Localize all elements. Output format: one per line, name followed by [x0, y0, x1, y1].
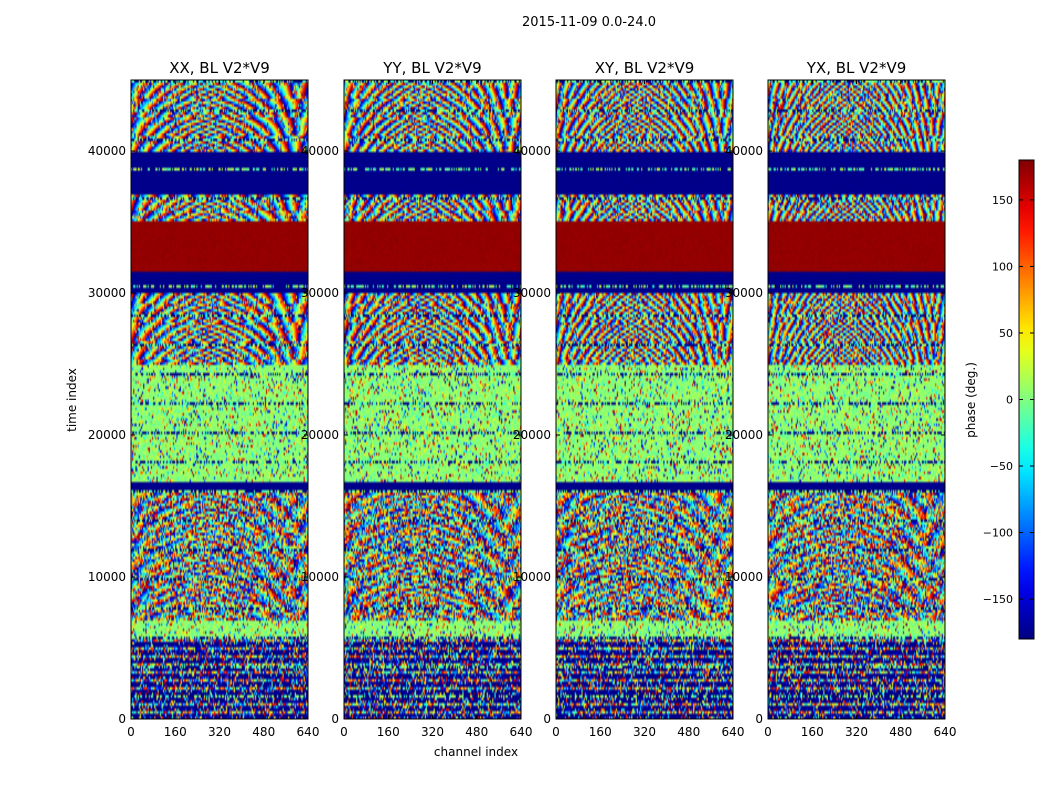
x-tick-label: 640 [297, 725, 320, 739]
y-tick-label: 30000 [513, 286, 551, 300]
x-tick-label: 640 [934, 725, 957, 739]
panel-title: YX, BL V2*V9 [806, 59, 907, 77]
x-tick-label: 480 [889, 725, 912, 739]
panel-title: YY, BL V2*V9 [382, 59, 481, 77]
y-tick-label: 0 [543, 712, 551, 726]
y-tick-label: 40000 [513, 144, 551, 158]
y-tick-label: 10000 [725, 570, 763, 584]
y-tick-label: 30000 [301, 286, 339, 300]
heatmap-image-3 [556, 80, 733, 719]
heatmap-image-4 [768, 80, 945, 719]
x-tick-label: 480 [252, 725, 275, 739]
x-axis-label: channel index [434, 745, 518, 759]
colorbar-tick-label: 50 [999, 327, 1013, 340]
panel-4: YX, BL V2*V9 0 160 320 480 640 0 10000 20000 3000… [725, 59, 957, 739]
x-tick-label: 0 [552, 725, 560, 739]
colorbar-tick-label: 150 [992, 194, 1013, 207]
colorbar: −150 −100 −50 0 50 100 150 [983, 159, 1035, 640]
y-tick-label: 0 [755, 712, 763, 726]
y-tick-label: 30000 [88, 286, 126, 300]
y-axis-label: time index [65, 368, 79, 432]
x-tick-label: 160 [801, 725, 824, 739]
y-tick-label: 20000 [513, 428, 551, 442]
x-tick-label: 160 [377, 725, 400, 739]
x-tick-label: 0 [764, 725, 772, 739]
y-tick-label: 40000 [725, 144, 763, 158]
y-tick-label: 0 [331, 712, 339, 726]
y-tick-label: 40000 [301, 144, 339, 158]
panel-3: XY, BL V2*V9 0 160 320 480 640 0 10000 20000 3000… [513, 59, 745, 739]
figure-suptitle: 2015-11-09 0.0-24.0 [522, 15, 656, 30]
y-tick-label: 0 [118, 712, 126, 726]
y-tick-label: 20000 [88, 428, 126, 442]
colorbar-tick-label: −50 [990, 460, 1013, 473]
y-tick-label: 30000 [725, 286, 763, 300]
colorbar-gradient [1019, 160, 1034, 639]
colorbar-label: phase (deg.) [964, 362, 978, 438]
x-tick-label: 320 [421, 725, 444, 739]
panel-2: YY, BL V2*V9 0 160 320 480 640 0 10000 20000 3000… [301, 59, 533, 739]
y-tick-label: 10000 [88, 570, 126, 584]
y-tick-label: 40000 [88, 144, 126, 158]
colorbar-tick-label: −150 [983, 593, 1013, 606]
colorbar-tick-label: 0 [1006, 394, 1013, 407]
heatmap-image-2 [344, 80, 521, 719]
x-tick-label: 0 [127, 725, 135, 739]
panel-title: XY, BL V2*V9 [595, 59, 695, 77]
panel-1: XX, BL V2*V9 0 160 320 480 640 0 10000 20000 3000… [88, 59, 320, 739]
x-tick-label: 160 [164, 725, 187, 739]
y-tick-label: 10000 [301, 570, 339, 584]
y-tick-label: 10000 [513, 570, 551, 584]
x-tick-label: 640 [510, 725, 533, 739]
heatmap-image-1 [131, 80, 308, 719]
colorbar-tick-label: 100 [992, 260, 1013, 273]
x-tick-label: 0 [340, 725, 348, 739]
y-tick-label: 20000 [725, 428, 763, 442]
x-tick-label: 320 [208, 725, 231, 739]
x-tick-label: 160 [589, 725, 612, 739]
x-tick-label: 480 [465, 725, 488, 739]
x-tick-label: 480 [677, 725, 700, 739]
panel-title: XX, BL V2*V9 [169, 59, 270, 77]
x-tick-label: 320 [633, 725, 656, 739]
colorbar-tick-label: −100 [983, 527, 1013, 540]
panels: XX, BL V2*V9 0 160 320 480 640 0 10000 20000 3000… [88, 59, 957, 739]
x-tick-label: 320 [845, 725, 868, 739]
x-tick-label: 640 [722, 725, 745, 739]
y-tick-label: 20000 [301, 428, 339, 442]
